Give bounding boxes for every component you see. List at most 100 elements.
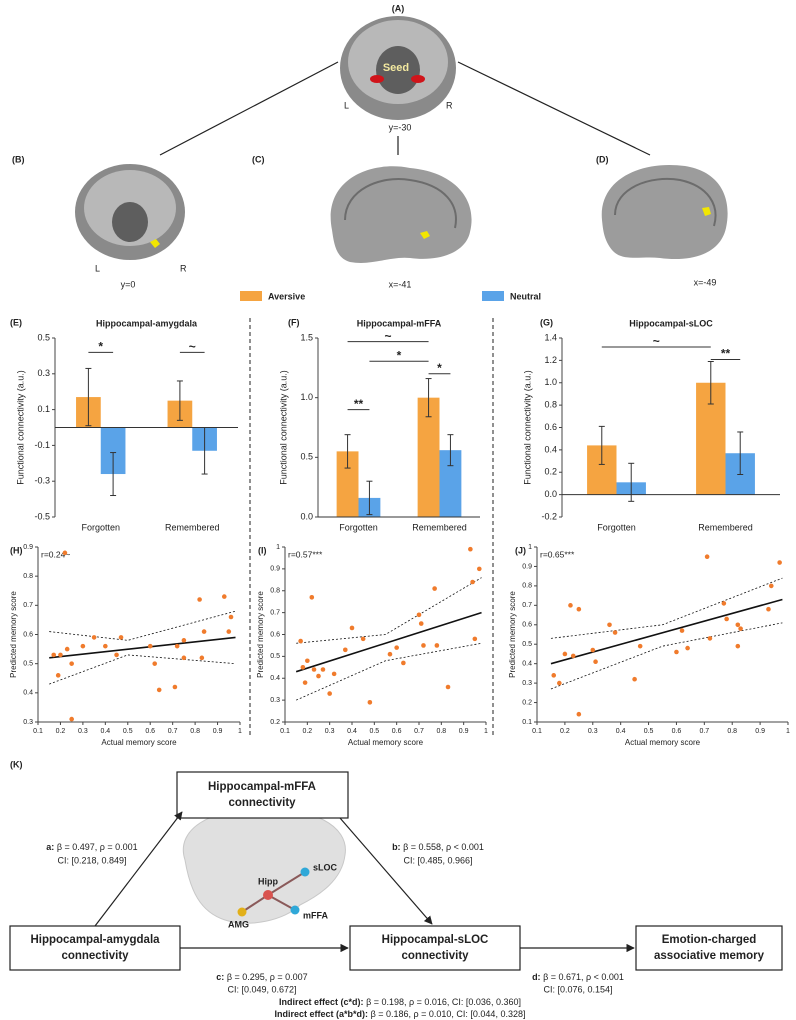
ci-band xyxy=(296,642,482,701)
x-tick-label: 0.6 xyxy=(392,728,402,735)
point xyxy=(201,629,207,634)
significance-label: ** xyxy=(354,397,364,411)
point xyxy=(674,649,679,655)
brain-node-label: Hipp xyxy=(258,876,278,886)
significance-label: ** xyxy=(721,347,731,361)
point xyxy=(766,606,771,612)
y-tick-label: 0.0 xyxy=(300,511,313,521)
node-box xyxy=(9,925,181,971)
node-box xyxy=(635,925,783,971)
y-tick-label: 0.4 xyxy=(544,444,557,454)
point xyxy=(228,614,234,620)
point xyxy=(64,646,70,652)
panel-label: (H) xyxy=(10,545,23,555)
significance-label: ~ xyxy=(189,339,196,353)
y-axis-label: Predicted memory score xyxy=(508,591,517,678)
point xyxy=(387,651,393,657)
x-tick-label: 1 xyxy=(484,728,488,735)
point xyxy=(557,680,562,686)
y-tick-label: 0.6 xyxy=(23,631,33,638)
connector xyxy=(159,61,339,156)
significance-label: ~ xyxy=(385,329,392,343)
point xyxy=(568,603,573,608)
point xyxy=(735,643,741,649)
point xyxy=(197,597,202,602)
point xyxy=(114,652,119,658)
bar xyxy=(417,397,440,517)
y-axis-label: Functional connectivity (a.u.) xyxy=(278,370,288,485)
panel-label: (B) xyxy=(12,154,25,164)
y-tick-label: 1.5 xyxy=(300,332,313,342)
x-axis-label: Actual memory score xyxy=(348,738,424,747)
legend-swatch xyxy=(482,291,504,301)
panel-label: (F) xyxy=(288,317,300,327)
point xyxy=(349,625,355,631)
brain-coord: x=-49 xyxy=(694,277,717,287)
point xyxy=(576,606,582,612)
point xyxy=(421,643,426,648)
x-tick-label: 0.5 xyxy=(644,728,654,735)
y-tick-label: 1 xyxy=(528,544,532,551)
node-box xyxy=(349,925,521,971)
path-ci: CI: [0.485, 0.966] xyxy=(403,855,472,865)
fit-line xyxy=(550,598,783,665)
point xyxy=(69,716,74,722)
x-tick-label: Forgotten xyxy=(597,522,636,532)
point xyxy=(367,700,373,705)
x-tick-label: Forgotten xyxy=(81,522,120,532)
point xyxy=(118,635,124,640)
x-tick-label: 0.3 xyxy=(78,728,88,735)
ci-band xyxy=(296,577,482,644)
brain-coord: y=0 xyxy=(121,279,136,289)
point xyxy=(331,671,337,677)
x-tick-label: 0.8 xyxy=(727,728,737,735)
y-tick-label: 0.8 xyxy=(544,400,557,410)
brain-label: L xyxy=(344,100,349,110)
x-tick-label: 0.1 xyxy=(280,728,290,735)
x-tick-label: Forgotten xyxy=(339,522,378,532)
point xyxy=(590,647,596,653)
y-tick-label: 0.6 xyxy=(522,622,532,629)
point xyxy=(472,636,478,642)
x-tick-label: 0.7 xyxy=(414,728,424,735)
x-tick-label: Remembered xyxy=(412,522,467,532)
x-tick-label: 0.1 xyxy=(33,728,43,735)
point xyxy=(418,621,424,626)
point xyxy=(470,579,475,585)
point xyxy=(51,652,57,658)
x-tick-label: 1 xyxy=(238,728,242,735)
node-mffa xyxy=(290,905,300,915)
path-ci: CI: [0.049, 0.672] xyxy=(227,984,296,994)
indirect-effect: Indirect effect (a*b*d): β = 0.186, ρ = … xyxy=(275,1009,526,1019)
point xyxy=(156,687,162,693)
significance-label: ~ xyxy=(653,334,660,348)
path-stat: a: β = 0.497, ρ = 0.001 xyxy=(46,842,137,852)
brain-label: R xyxy=(180,263,187,273)
node-hipp xyxy=(263,890,273,900)
point xyxy=(91,635,97,640)
x-tick-label: 0.7 xyxy=(699,728,709,735)
x-tick-label: 0.2 xyxy=(560,728,570,735)
point xyxy=(632,676,637,682)
chart-title: Hippocampal-mFFA xyxy=(357,318,442,328)
point xyxy=(738,626,743,631)
point xyxy=(416,612,422,618)
y-tick-label: 0.3 xyxy=(270,697,280,704)
y-tick-label: 0.2 xyxy=(522,699,532,706)
point xyxy=(316,673,321,679)
brain-coronal-a xyxy=(340,16,456,120)
y-tick-label: 1.4 xyxy=(544,332,557,342)
point xyxy=(69,661,74,666)
node-label: connectivity xyxy=(61,950,129,962)
x-tick-label: 0.9 xyxy=(213,728,223,735)
point xyxy=(152,661,158,666)
bar xyxy=(439,450,462,517)
chart-title: Hippocampal-amygdala xyxy=(96,318,198,328)
point xyxy=(199,655,205,661)
annotation: r=0.24~ xyxy=(41,549,70,559)
y-tick-label: 0.4 xyxy=(23,690,33,697)
x-tick-label: 0.2 xyxy=(56,728,66,735)
point xyxy=(551,673,557,678)
point xyxy=(394,645,399,650)
brain-sagittal-c xyxy=(330,166,472,263)
